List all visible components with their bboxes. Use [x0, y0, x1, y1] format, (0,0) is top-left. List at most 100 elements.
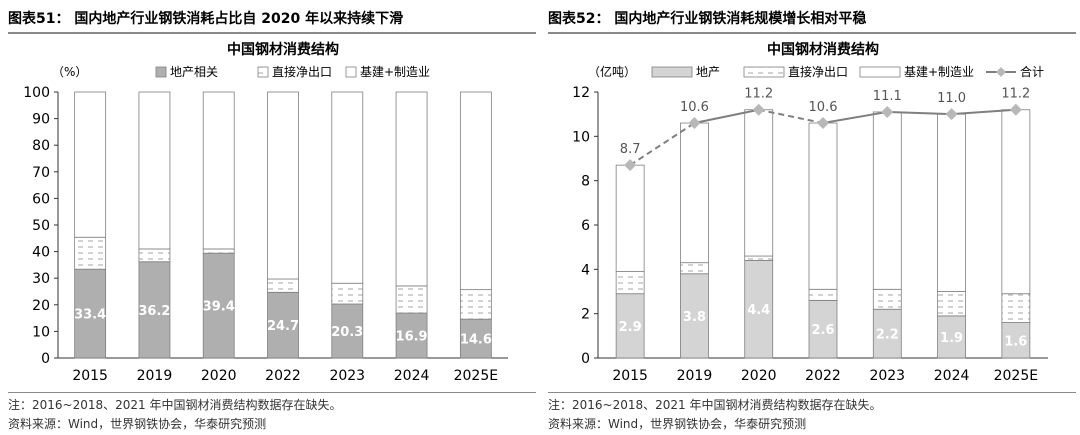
bar-segment-3	[937, 113, 966, 292]
y-tick-label: 12	[572, 85, 590, 101]
data-label: 36.2	[138, 304, 170, 319]
y-tick-label: 20	[32, 298, 50, 314]
legend-label-3: 基建+制造业	[904, 65, 974, 79]
figure-title: 图表51： 国内地产行业钢铁消耗占比自 2020 年以来持续下滑	[8, 6, 536, 34]
total-marker	[945, 108, 958, 121]
bar-segment-3	[744, 109, 774, 257]
chart-note: 注：2016~2018、2021 年中国钢材消费结构数据存在缺失。	[8, 398, 342, 412]
total-label: 11.2	[744, 87, 773, 102]
y-tick-label: 8	[581, 174, 590, 190]
bar-segment-1	[331, 303, 364, 359]
legend-swatch-3	[345, 66, 357, 78]
stacked-percent-bar-chart: 中国钢材消费结构 （%） 地产相关 直接净出口 基建+制造业 0 10 20 30 40 50 60 7…	[23, 41, 508, 384]
x-tick-label: 2025E	[994, 368, 1038, 384]
total-line-segment	[694, 108, 759, 125]
bar-segment-3	[267, 91, 299, 280]
bar-segment-2	[615, 271, 645, 295]
bar-segment-1	[459, 318, 492, 359]
y-tick-label: 70	[32, 165, 50, 181]
total-label: 10.6	[680, 100, 709, 115]
x-tick-label: 2024	[934, 368, 970, 384]
bar-segment-1	[744, 260, 774, 359]
bar-segment-2	[202, 248, 235, 254]
y-tick-label: 80	[32, 138, 50, 154]
bar-segment-2	[267, 278, 299, 293]
x-tick-label: 2024	[394, 368, 430, 384]
data-label: 24.7	[267, 319, 299, 334]
bar-segment-1	[1001, 322, 1031, 359]
chart-title: 中国钢材消费结构	[767, 41, 879, 58]
total-marker	[881, 105, 894, 118]
legend-swatch-2	[257, 66, 269, 78]
chart-note: 注：2016~2018、2021 年中国钢材消费结构数据存在缺失。	[548, 398, 882, 412]
bar-segment-1	[395, 312, 428, 359]
bar-segment-2	[680, 262, 709, 275]
figure-label: 图表52：	[548, 11, 610, 27]
bar-segment-2	[808, 288, 838, 301]
bar-segment-1	[74, 268, 107, 359]
total-label: 11.2	[1001, 87, 1030, 102]
y-tick-label: 2	[581, 307, 590, 323]
total-line-segment	[951, 108, 1016, 116]
data-label: 16.9	[396, 330, 428, 345]
total-label: 10.6	[809, 100, 838, 115]
legend-label-1: 地产相关	[170, 65, 218, 79]
bar-segment-2	[1001, 293, 1031, 323]
y-tick-label: 6	[581, 218, 590, 234]
bar-segment-3	[74, 91, 107, 238]
bar-segment-3	[680, 122, 709, 264]
bar-segment-1	[937, 315, 966, 359]
chart-source: 资料来源：Wind，世界钢铁协会，华泰研究预测	[548, 417, 807, 431]
bar-segment-3	[138, 91, 171, 250]
x-tick-label: 2020	[741, 368, 777, 384]
total-line-segment	[887, 110, 952, 116]
y-tick-label: 30	[32, 271, 50, 287]
legend-label-3: 基建+制造业	[360, 65, 430, 79]
total-label: 11.1	[873, 89, 902, 104]
divider	[548, 392, 1076, 393]
total-marker	[817, 117, 829, 130]
figure-label: 图表51：	[8, 11, 70, 27]
data-label: 1.9	[940, 331, 963, 346]
data-label: 1.6	[1004, 334, 1027, 349]
figure-title-text: 国内地产行业钢铁消耗占比自 2020 年以来持续下滑	[74, 11, 404, 27]
x-tick-label: 2025E	[454, 368, 498, 384]
legend-label-total: 合计	[1020, 64, 1044, 79]
data-label: 33.4	[74, 308, 106, 323]
y-tick-label: 0	[581, 351, 590, 367]
total-line-segment	[629, 122, 695, 166]
legend-swatch-1	[155, 66, 167, 78]
x-tick-label: 2022	[805, 368, 841, 384]
total-label: 11.0	[937, 91, 966, 106]
bar-segment-2	[744, 255, 774, 261]
chart-panel-right: 图表52： 国内地产行业钢铁消耗规模增长相对平稳 中国钢材消费结构 （亿吨） 地产 直…	[548, 0, 1078, 435]
bar-segment-2	[395, 285, 428, 314]
x-tick-label: 2020	[201, 368, 237, 384]
y-tick-label: 0	[41, 351, 50, 367]
total-marker	[752, 103, 765, 116]
total-line-segment	[822, 110, 888, 125]
bar-segment-3	[202, 91, 235, 250]
y-tick-label: 100	[23, 85, 50, 101]
legend-label-2: 直接净出口	[788, 64, 848, 79]
x-tick-label: 2023	[329, 368, 365, 384]
x-tick-label: 2015	[612, 368, 648, 384]
y-tick-label: 10	[572, 129, 590, 145]
y-unit-label: （亿吨）	[588, 64, 636, 79]
bar-segment-3	[395, 91, 428, 287]
total-label: 8.7	[620, 142, 641, 157]
x-tick-label: 2022	[265, 368, 301, 384]
stacked-volume-bar-chart: 中国钢材消费结构 （亿吨） 地产 直接净出口 基建+制造业 合计 0 2 4 6 8 10 12 2.9 2…	[572, 41, 1048, 384]
bar-segment-3	[331, 91, 364, 284]
data-label: 14.6	[460, 333, 492, 348]
chart-title: 中国钢材消费结构	[227, 41, 339, 58]
legend: 地产 直接净出口 基建+制造业 合计	[651, 64, 1044, 79]
bar-segment-2	[74, 236, 107, 270]
bar-segment-1	[267, 291, 299, 359]
y-tick-label: 10	[32, 324, 50, 340]
legend-label-1: 地产	[696, 65, 720, 79]
bar-segment-2	[872, 288, 902, 310]
legend-marker	[996, 67, 1006, 77]
legend-swatch-1	[651, 66, 693, 78]
x-tick-label: 2015	[72, 368, 108, 384]
